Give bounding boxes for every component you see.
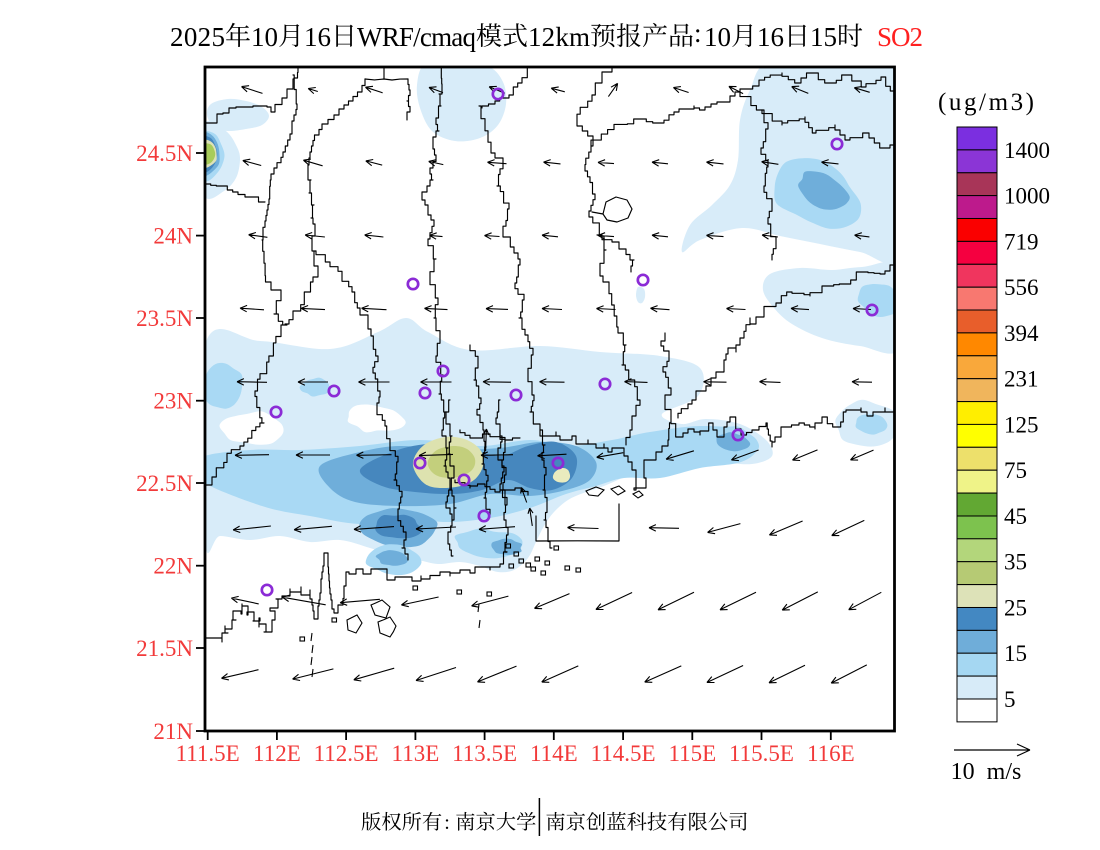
- svg-text:1000: 1000: [1004, 184, 1050, 209]
- svg-text::: :: [444, 812, 450, 834]
- svg-text:113.5E: 113.5E: [452, 741, 517, 766]
- svg-text:12km: 12km: [528, 22, 590, 52]
- svg-text:45: 45: [1004, 504, 1027, 529]
- svg-text:113E: 113E: [392, 741, 440, 766]
- svg-text:24N: 24N: [153, 224, 193, 249]
- svg-text:16: 16: [757, 22, 784, 52]
- svg-text:1400: 1400: [1004, 138, 1050, 163]
- svg-text:114E: 114E: [530, 741, 578, 766]
- svg-text:231: 231: [1004, 367, 1039, 392]
- svg-text:115.5E: 115.5E: [729, 741, 794, 766]
- svg-text:556: 556: [1004, 275, 1039, 300]
- svg-text:114.5E: 114.5E: [591, 741, 656, 766]
- svg-text:75: 75: [1004, 458, 1027, 483]
- svg-text:WRF/cmaq: WRF/cmaq: [357, 22, 477, 52]
- svg-text:35: 35: [1004, 550, 1027, 575]
- svg-text:10: 10: [251, 22, 278, 52]
- svg-text:394: 394: [1004, 321, 1039, 346]
- svg-text:25: 25: [1004, 596, 1027, 621]
- svg-text:116E: 116E: [807, 741, 855, 766]
- svg-text:719: 719: [1004, 229, 1039, 254]
- svg-text:111.5E: 111.5E: [176, 741, 240, 766]
- svg-text:112E: 112E: [253, 741, 301, 766]
- svg-text:125: 125: [1004, 412, 1039, 437]
- svg-text:23N: 23N: [153, 389, 193, 414]
- svg-text:15: 15: [810, 22, 837, 52]
- svg-text:22.5N: 22.5N: [136, 471, 193, 496]
- svg-text:115E: 115E: [668, 741, 716, 766]
- svg-text:5: 5: [1004, 687, 1016, 712]
- svg-text:16: 16: [304, 22, 331, 52]
- svg-text::: :: [694, 18, 702, 48]
- svg-text:21.5N: 21.5N: [136, 636, 193, 661]
- svg-text:10 m/s: 10 m/s: [951, 759, 1022, 785]
- svg-text:21N: 21N: [153, 719, 193, 744]
- svg-text:112.5E: 112.5E: [314, 741, 379, 766]
- svg-text:23.5N: 23.5N: [136, 306, 193, 331]
- svg-text:2025: 2025: [170, 22, 225, 52]
- svg-text:15: 15: [1004, 641, 1027, 666]
- svg-text:SO2: SO2: [877, 22, 923, 52]
- svg-text:22N: 22N: [153, 554, 193, 579]
- svg-text:10: 10: [704, 22, 731, 52]
- svg-text:24.5N: 24.5N: [136, 141, 193, 166]
